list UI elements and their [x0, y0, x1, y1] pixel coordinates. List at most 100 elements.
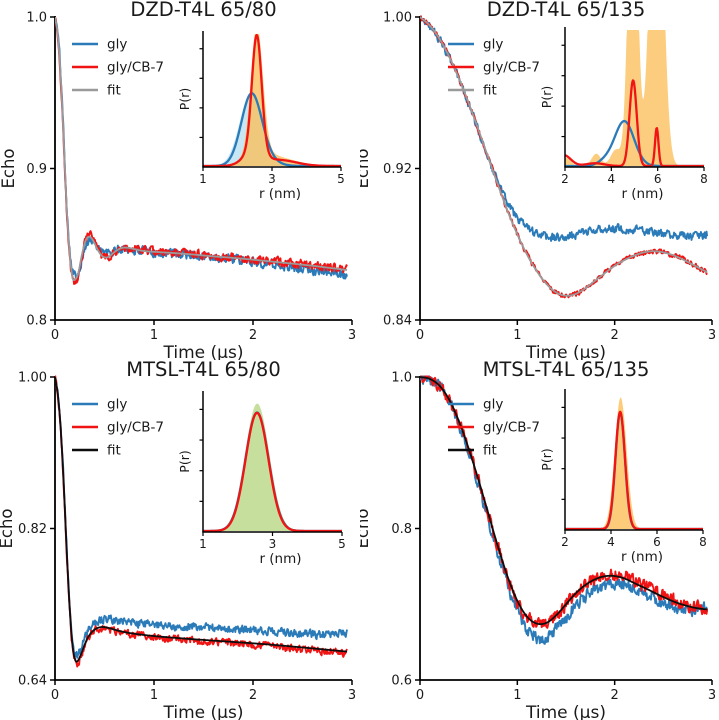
series-fit [55, 376, 348, 663]
inset-curve-gly-cb-7 [203, 33, 342, 168]
legend-item-gly: gly [448, 37, 503, 53]
inset-x-tick-label: 6 [653, 535, 661, 549]
x-tick-label: 2 [611, 328, 619, 343]
inset-y-axis-label: P(r) [177, 450, 192, 472]
y-axis-label: Echo [0, 508, 16, 548]
panel-title: MTSL-T4L 65/80 [126, 360, 280, 381]
legend-label: fit [483, 443, 497, 459]
panel-title: DZD-T4L 65/80 [130, 0, 276, 21]
legend-item-fit: fit [448, 443, 497, 459]
legend-item-gly-cb-7: gly/CB-7 [72, 420, 164, 436]
x-tick-label: 0 [416, 328, 424, 343]
x-axis-label: Time (μs) [525, 703, 606, 720]
panel-dzd-t4l-65-135: DZD-T4L 65/135 0.84 0.92 1.00 0 1 2 3 Time (μs) E… [360, 0, 716, 360]
y-axis-label: Echo [360, 508, 372, 548]
inset-x-tick-label: 4 [608, 172, 616, 186]
inset-x-tick-label: 3 [268, 172, 276, 186]
legend-item-gly-cb-7: gly/CB-7 [72, 60, 164, 76]
inset-distance-distribution: 1 3 5 r (nm) P(r) [177, 31, 345, 202]
legend-item-gly-cb-7: gly/CB-7 [448, 60, 540, 76]
legend-item-gly: gly [72, 397, 127, 413]
inset-x-axis-label: r (nm) [621, 549, 663, 565]
x-tick-label: 1 [513, 688, 521, 703]
series-gly [420, 375, 709, 645]
inset-distance-distribution: 2 4 6 8 r (nm) P(r) [539, 27, 708, 202]
panel-dzd-t4l-65-80: DZD-T4L 65/80 0.8 0.9 1.0 0 1 2 3 Time (μs) Echo g… [0, 0, 356, 360]
x-axis-label: Time (μs) [525, 343, 606, 360]
inset-x-axis-label: r (nm) [259, 551, 301, 567]
legend-label: fit [107, 443, 121, 459]
legend-label: gly/CB-7 [483, 60, 540, 76]
x-tick-label: 2 [249, 328, 257, 343]
x-tick-label: 1 [150, 328, 158, 343]
legend-label: fit [483, 83, 497, 99]
x-tick-label: 3 [348, 688, 356, 703]
legend-item-fit: fit [448, 83, 497, 99]
y-tick-label: 0.82 [18, 522, 47, 537]
y-axis-label: Echo [360, 148, 372, 188]
x-tick-label: 3 [708, 688, 716, 703]
inset-x-tick-label: 5 [337, 172, 345, 186]
y-tick-label: 1.0 [391, 371, 412, 386]
y-tick-label: 0.8 [391, 522, 412, 537]
inset-fill-gly-uncertainty [203, 92, 341, 166]
legend-label: fit [107, 83, 121, 99]
inset-x-tick-label: 6 [654, 172, 662, 186]
legend-item-gly: gly [448, 397, 503, 413]
series-gly-cb-7 [55, 17, 348, 285]
series-gly [55, 18, 348, 280]
legend-label: gly/CB-7 [107, 60, 164, 76]
x-tick-label: 3 [708, 328, 716, 343]
series-gly-cb-7 [55, 375, 348, 668]
inset-x-tick-label: 1 [199, 172, 207, 186]
inset-fill-fit-uncertainty [203, 403, 342, 531]
inset-x-axis-label: r (nm) [621, 186, 663, 202]
legend-item-gly: gly [72, 37, 127, 53]
x-tick-label: 1 [513, 328, 521, 343]
inset-x-tick-label: 8 [699, 535, 707, 549]
x-tick-label: 0 [51, 328, 59, 343]
x-tick-label: 3 [348, 328, 356, 343]
inset-x-axis-label: r (nm) [259, 186, 301, 202]
inset-fill-glycb7-uncertainty [203, 34, 341, 166]
legend-label: gly [483, 37, 503, 53]
inset-curve-gly-cb-7 [203, 411, 343, 533]
y-tick-label: 0.84 [383, 314, 412, 329]
y-tick-label: 1.00 [383, 11, 412, 26]
inset-x-tick-label: 2 [561, 535, 569, 549]
x-tick-label: 2 [611, 688, 619, 703]
panel-mtsl-t4l-65-135: MTSL-T4L 65/135 0.6 0.8 1.0 0 1 2 3 Time (μs) Ech… [360, 360, 716, 720]
inset-curve-gly-cb-7 [565, 410, 704, 531]
inset-x-tick-label: 2 [561, 172, 569, 186]
legend-label: gly [107, 37, 127, 53]
inset-x-tick-label: 4 [607, 535, 615, 549]
series-fit [420, 376, 708, 626]
x-tick-label: 0 [51, 688, 59, 703]
x-axis-label: Time (μs) [163, 703, 244, 720]
y-tick-label: 0.64 [18, 674, 47, 689]
legend-item-fit: fit [72, 443, 121, 459]
series-gly [55, 377, 348, 659]
inset-curve-gly [565, 411, 704, 531]
inset-x-tick-label: 5 [338, 537, 346, 551]
inset-x-tick-label: 8 [700, 172, 708, 186]
y-tick-label: 0.8 [26, 314, 47, 329]
y-tick-label: 0.6 [391, 674, 412, 689]
inset-x-tick-label: 3 [269, 537, 277, 551]
inset-curve-gly-cb-7 [565, 79, 705, 168]
legend-label: gly [107, 397, 127, 413]
legend-label: gly [483, 397, 503, 413]
x-axis-label: Time (μs) [163, 343, 244, 360]
legend-item-fit: fit [72, 83, 121, 99]
panel-mtsl-t4l-65-80: MTSL-T4L 65/80 0.64 0.82 1.00 0 1 2 3 Time (μs) E… [0, 360, 356, 720]
inset-distance-distribution: 1 3 5 r (nm) P(r) [177, 391, 346, 567]
legend-label: gly/CB-7 [107, 420, 164, 436]
x-tick-label: 1 [150, 688, 158, 703]
y-tick-label: 1.0 [26, 11, 47, 26]
inset-x-tick-label: 1 [199, 537, 207, 551]
y-axis-label: Echo [0, 148, 18, 188]
y-tick-label: 1.00 [18, 371, 47, 386]
legend-item-gly-cb-7: gly/CB-7 [448, 420, 540, 436]
y-tick-label: 0.9 [26, 162, 47, 177]
